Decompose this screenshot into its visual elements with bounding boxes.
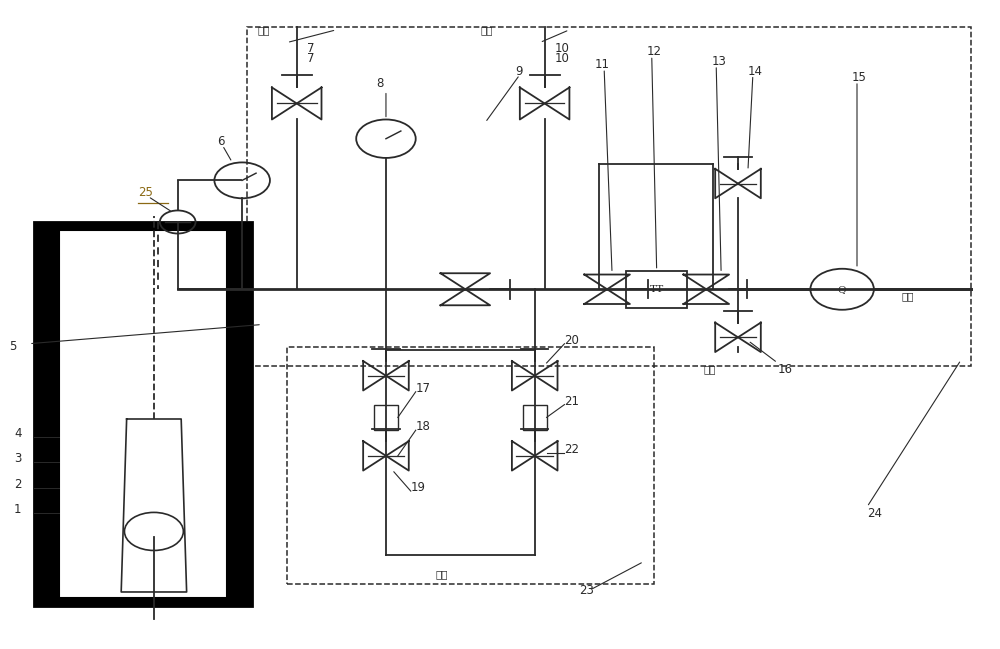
Text: 空气: 空气 (703, 365, 716, 374)
Text: 5: 5 (9, 340, 16, 353)
Text: 22: 22 (564, 443, 579, 456)
Text: 19: 19 (411, 481, 426, 494)
Text: 空气: 空气 (257, 25, 270, 35)
Text: 21: 21 (564, 395, 579, 408)
Text: 24: 24 (867, 507, 882, 520)
Text: 12: 12 (647, 45, 662, 58)
Text: Q: Q (838, 285, 846, 294)
Text: TT: TT (650, 285, 664, 294)
Bar (374, 405, 398, 430)
Text: 2: 2 (14, 478, 22, 491)
Text: 10: 10 (555, 42, 569, 55)
Text: 18: 18 (416, 420, 431, 434)
Text: 17: 17 (416, 382, 431, 395)
Text: 空气: 空气 (902, 291, 914, 301)
Text: 8: 8 (376, 77, 383, 90)
Text: 7: 7 (307, 42, 314, 55)
Text: 13: 13 (711, 55, 726, 68)
Text: 空气: 空气 (436, 570, 448, 580)
Text: 11: 11 (594, 58, 609, 71)
Bar (247, 27, 971, 366)
Text: 23: 23 (579, 583, 594, 596)
Bar (626, 271, 687, 308)
Text: 空气: 空气 (480, 25, 493, 35)
Bar (523, 405, 547, 430)
Text: 16: 16 (778, 363, 793, 376)
Text: 7: 7 (307, 52, 314, 65)
Text: 20: 20 (564, 334, 579, 347)
Text: 10: 10 (555, 52, 569, 65)
Text: 15: 15 (852, 71, 867, 84)
Text: 4: 4 (14, 426, 22, 439)
Text: 9: 9 (515, 65, 522, 78)
Text: 1: 1 (14, 504, 22, 517)
Bar (287, 347, 654, 584)
Bar (34, 222, 252, 606)
Bar (59, 230, 227, 598)
Text: 25: 25 (138, 186, 153, 199)
Text: 6: 6 (217, 135, 225, 148)
Text: 3: 3 (14, 452, 21, 465)
Text: 14: 14 (748, 65, 763, 78)
